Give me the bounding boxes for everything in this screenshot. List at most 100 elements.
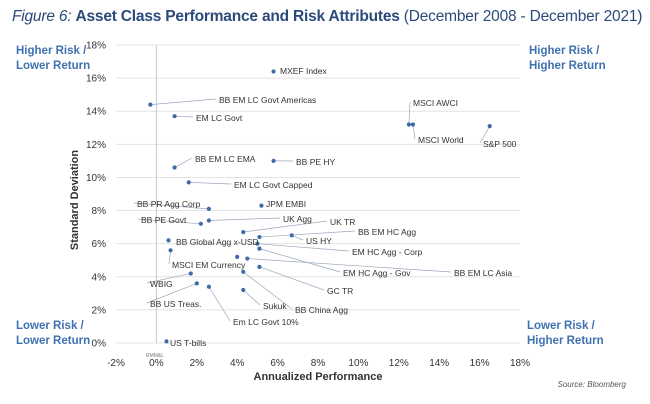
- point-label: US HY: [306, 236, 332, 246]
- data-point: [172, 165, 177, 170]
- title-period: (December 2008 - December 2021): [403, 8, 643, 25]
- data-point: [148, 102, 153, 107]
- leader-line: [174, 115, 194, 118]
- x-tick-label: 12%: [389, 358, 409, 369]
- leader-line: [247, 258, 452, 273]
- corner-top-left-line1: Higher Risk /: [16, 45, 87, 57]
- point-label: MSCI World: [418, 135, 464, 145]
- point-label: BB PE HY: [296, 157, 336, 167]
- point-label: UK Agg: [283, 214, 312, 224]
- x-tick-label: 18%: [510, 358, 530, 369]
- point-label: MSCI EM Currency: [172, 260, 246, 270]
- leader-line: [133, 202, 209, 210]
- x-axis-label: Annualized Performance: [254, 371, 383, 383]
- x-tick-label: 4%: [230, 358, 245, 369]
- corner-bottom-right-line2: Higher Return: [527, 335, 604, 347]
- leader-line: [412, 124, 416, 140]
- x-axis-annotation: RMM&L: [146, 353, 164, 359]
- point-label: EM LC Govt Capped: [234, 180, 313, 190]
- corner-top-left: Higher Risk / Lower Return: [16, 44, 90, 74]
- point-label: Sukuk: [263, 301, 287, 311]
- data-point: [259, 203, 264, 208]
- point-label: BB EM HC Agg: [358, 227, 416, 237]
- leader-line: [408, 101, 411, 125]
- data-point: [255, 241, 260, 246]
- corner-bottom-left-line2: Lower Return: [16, 335, 91, 347]
- leader-line: [208, 217, 281, 221]
- data-points: [148, 69, 492, 344]
- data-point: [289, 233, 294, 238]
- y-tick-label: 12%: [86, 140, 106, 151]
- data-point: [257, 264, 262, 269]
- data-point: [206, 284, 212, 289]
- point-label: BB EM LC Govt Americas: [219, 95, 316, 105]
- grid-lines: [116, 44, 520, 344]
- y-tick-label: 14%: [86, 107, 106, 118]
- data-point: [257, 246, 262, 251]
- leader-line: [257, 243, 350, 252]
- leader-line: [259, 248, 341, 273]
- figure-label: Figure 6:: [12, 8, 72, 25]
- x-tick-label: -2%: [107, 358, 125, 369]
- point-label: MXEF Index: [280, 66, 328, 76]
- y-axis-ticks: 0% 2% 4% 6% 8% 10% 12% 14% 16% 18%: [86, 41, 106, 350]
- corner-bottom-left-line1: Lower Risk /: [16, 320, 84, 332]
- point-label: WBIG: [150, 279, 173, 289]
- point-label: EM HC Agg - Corp: [352, 247, 423, 257]
- x-tick-label: 2%: [190, 358, 205, 369]
- y-tick-label: 8%: [92, 206, 107, 217]
- y-tick-label: 16%: [86, 74, 106, 85]
- point-label: GC TR: [327, 286, 353, 296]
- leader-lines: [133, 98, 491, 322]
- point-label: EM LC Govt: [196, 113, 243, 123]
- data-point: [410, 122, 416, 127]
- leader-line: [243, 271, 293, 310]
- x-tick-label: 10%: [348, 358, 368, 369]
- data-point: [206, 206, 212, 211]
- y-axis-label: Standard Deviation: [69, 150, 81, 251]
- data-point: [235, 254, 240, 260]
- title-main: Asset Class Performance and Risk Attribu…: [75, 8, 400, 25]
- x-tick-label: 8%: [311, 358, 326, 369]
- source-note: Source: Bloomberg: [557, 380, 626, 389]
- data-point: [206, 218, 212, 223]
- data-point: [245, 256, 250, 261]
- leader-line: [243, 220, 328, 233]
- leader-line: [208, 286, 231, 322]
- leader-line: [168, 250, 171, 265]
- data-point: [166, 238, 171, 243]
- data-point: [406, 122, 411, 127]
- leader-line: [150, 98, 217, 105]
- data-point: [487, 124, 492, 129]
- x-tick-label: 14%: [429, 358, 449, 369]
- point-label: S&P 500: [483, 139, 517, 149]
- data-point: [257, 234, 262, 240]
- x-tick-label: 6%: [270, 358, 285, 369]
- leader-line: [174, 157, 193, 168]
- y-tick-label: 2%: [92, 305, 107, 316]
- data-point: [198, 221, 203, 226]
- leader-line: [259, 230, 356, 238]
- data-point: [271, 69, 276, 74]
- y-tick-label: 18%: [86, 41, 106, 52]
- point-label: US T-bills: [170, 338, 206, 348]
- point-label: BB PR Agg Corp: [137, 199, 201, 209]
- data-point: [241, 229, 246, 235]
- data-point: [172, 114, 177, 119]
- leader-line: [137, 218, 201, 225]
- leader-line: [146, 273, 191, 284]
- point-label: BB Global Agg x-USD: [176, 237, 259, 247]
- leader-line: [188, 182, 232, 185]
- data-point: [271, 158, 276, 163]
- point-label: BB China Agg: [295, 305, 348, 315]
- corner-top-left-line2: Lower Return: [16, 60, 91, 72]
- point-label: Em LC Govt 10%: [233, 317, 299, 327]
- data-point: [194, 281, 199, 286]
- leader-line: [146, 283, 197, 304]
- data-point: [164, 339, 169, 344]
- x-axis-ticks: -2% 0% 2% 4% 6% 8% 10% 12% 14% 16% 18%: [107, 358, 530, 369]
- corner-bottom-right-line1: Lower Risk /: [527, 320, 595, 332]
- data-point: [188, 271, 193, 276]
- point-label: BB PE Govt: [141, 215, 187, 225]
